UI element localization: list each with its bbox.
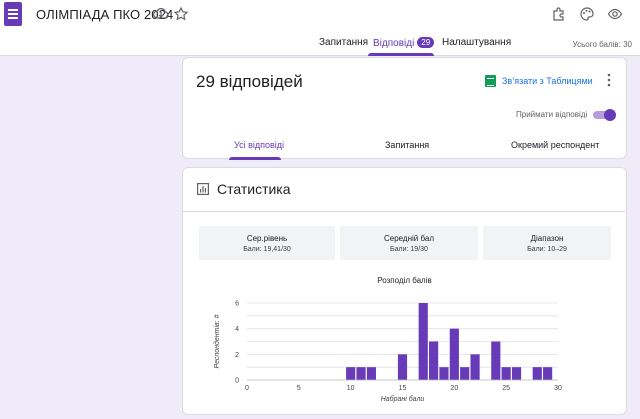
histogram-bar [449, 328, 459, 380]
x-tick-label: 15 [399, 385, 407, 392]
statistics-header: Статистика [183, 168, 626, 212]
top-bar: ОЛІМПІАДА ПКО 2024 Запитання Відповіді 29… [0, 0, 640, 56]
histogram-bar [501, 367, 511, 380]
y-tick-label: 6 [235, 301, 239, 308]
responses-count-badge: 29 [417, 37, 435, 48]
x-tick-label: 0 [245, 385, 249, 392]
tab-settings[interactable]: Налаштування [442, 37, 512, 48]
x-tick-label: 10 [347, 385, 355, 392]
histogram-bar [543, 367, 553, 380]
x-tick-label: 5 [297, 385, 301, 392]
star-icon[interactable] [172, 5, 190, 23]
accepting-responses-toggle[interactable] [593, 109, 616, 121]
sheets-icon [485, 75, 496, 87]
forms-icon[interactable] [4, 2, 22, 26]
histogram-bar [397, 354, 408, 380]
responses-card: 29 відповідей Зв’язати з Таблицями Прийм… [182, 57, 627, 160]
x-tick-label: 20 [450, 385, 458, 392]
histogram-bar [491, 341, 501, 380]
histogram-bar [429, 341, 439, 380]
more-options-icon[interactable] [607, 73, 611, 87]
statistics-title: Статистика [217, 181, 291, 197]
subtab-summary[interactable]: Усі відповіді [234, 140, 285, 150]
responses-title: 29 відповідей [196, 72, 303, 91]
move-to-drive-icon[interactable] [152, 5, 170, 23]
histogram-bar [418, 303, 428, 380]
histogram-bar [346, 367, 356, 380]
tab-responses[interactable]: Відповіді 29 [373, 37, 435, 56]
palette-icon[interactable] [578, 5, 596, 23]
statistics-card: Статистика Сер.рівень Бали: 19,41/30 Сер… [182, 167, 627, 415]
main-tabs: Запитання Відповіді 29 Налаштування [0, 37, 640, 56]
chart-icon [197, 183, 209, 195]
form-title[interactable]: ОЛІМПІАДА ПКО 2024 [36, 7, 174, 22]
total-points: Усього балів: 30 [572, 40, 632, 49]
summary-range: Діапазон Бали: 10–29 [483, 226, 611, 260]
chart-title: Розподіл балів [377, 276, 432, 285]
tab-questions[interactable]: Запитання [319, 37, 369, 48]
histogram-bar [439, 367, 449, 380]
histogram-bar [460, 367, 470, 380]
link-sheets-label: Зв’язати з Таблицями [502, 76, 593, 86]
histogram-bar [356, 367, 366, 380]
preview-eye-icon[interactable] [606, 5, 624, 23]
summary-average: Сер.рівень Бали: 19,41/30 [199, 226, 335, 260]
y-tick-label: 2 [235, 352, 239, 359]
active-subtab-indicator [229, 157, 281, 160]
score-distribution-chart: 0 2 4 6 0 5 10 15 20 25 30 Набрані бали Респондентів… [213, 301, 562, 404]
subtab-questions[interactable]: Запитання [385, 140, 430, 150]
histogram-bar [366, 367, 376, 380]
histogram-bar [511, 367, 522, 380]
y-tick-label: 4 [235, 326, 239, 333]
active-tab-indicator [368, 53, 434, 56]
x-tick-label: 30 [554, 385, 562, 392]
x-tick-label: 25 [502, 385, 510, 392]
accepting-responses-label: Приймати відповіді [516, 110, 588, 119]
summary-median: Середній бал Бали: 19/30 [340, 226, 478, 260]
histogram-bar [532, 367, 542, 380]
subtab-individual[interactable]: Окремий респондент [511, 140, 600, 150]
y-axis-label: Респондентів: # [213, 314, 221, 368]
link-sheets-button[interactable]: Зв’язати з Таблицями [485, 75, 593, 87]
x-axis-label: Набрані бали [381, 395, 425, 403]
histogram-bar [470, 354, 480, 380]
y-tick-label: 0 [235, 378, 239, 385]
addon-icon[interactable] [550, 5, 568, 23]
